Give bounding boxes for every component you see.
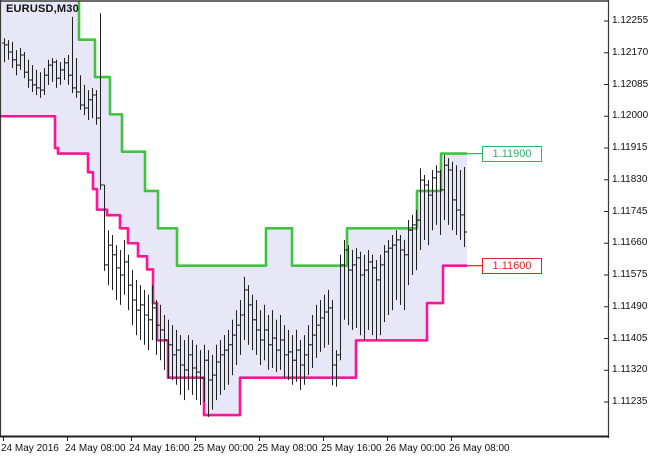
time-axis-label: 25 May 08:00 (257, 443, 318, 454)
price-axis-label: 1.12000 (612, 110, 649, 122)
time-axis-label: 24 May 16:00 (129, 443, 190, 454)
price-axis-label: 1.11830 (612, 173, 648, 185)
price-axis-label: 1.12170 (612, 46, 649, 58)
price-axis-label: 1.11575 (612, 269, 648, 280)
time-axis-label: 24 May 2016 (1, 443, 59, 454)
time-axis-label: 24 May 08:00 (65, 443, 126, 454)
price-axis-label: 1.11915 (612, 142, 648, 153)
price-axis-label: 1.11745 (612, 205, 648, 217)
price-axis-label: 1.11490 (612, 300, 648, 312)
price-axis-label: 1.11235 (612, 396, 648, 407)
time-axis-label: 26 May 00:00 (385, 443, 446, 454)
channel-band-fill (0, 1, 467, 416)
symbol-timeframe-label: EURUSD,M30 (6, 3, 79, 15)
time-axis-label: 26 May 08:00 (449, 443, 510, 454)
price-axis-label: 1.12255 (612, 15, 649, 26)
lower-band-price-tag: 1.11600 (482, 257, 542, 274)
time-axis-label: 25 May 16:00 (321, 443, 382, 454)
price-axis-label: 1.11320 (612, 364, 648, 376)
price-axis-label: 1.12085 (612, 78, 649, 90)
price-axis-label: 1.11405 (612, 332, 648, 344)
ohlc-bars (2, 13, 467, 417)
time-axis-label: 25 May 00:00 (193, 443, 254, 454)
price-axis-label: 1.11660 (612, 237, 648, 249)
upper-band-price-tag: 1.11900 (482, 145, 542, 162)
